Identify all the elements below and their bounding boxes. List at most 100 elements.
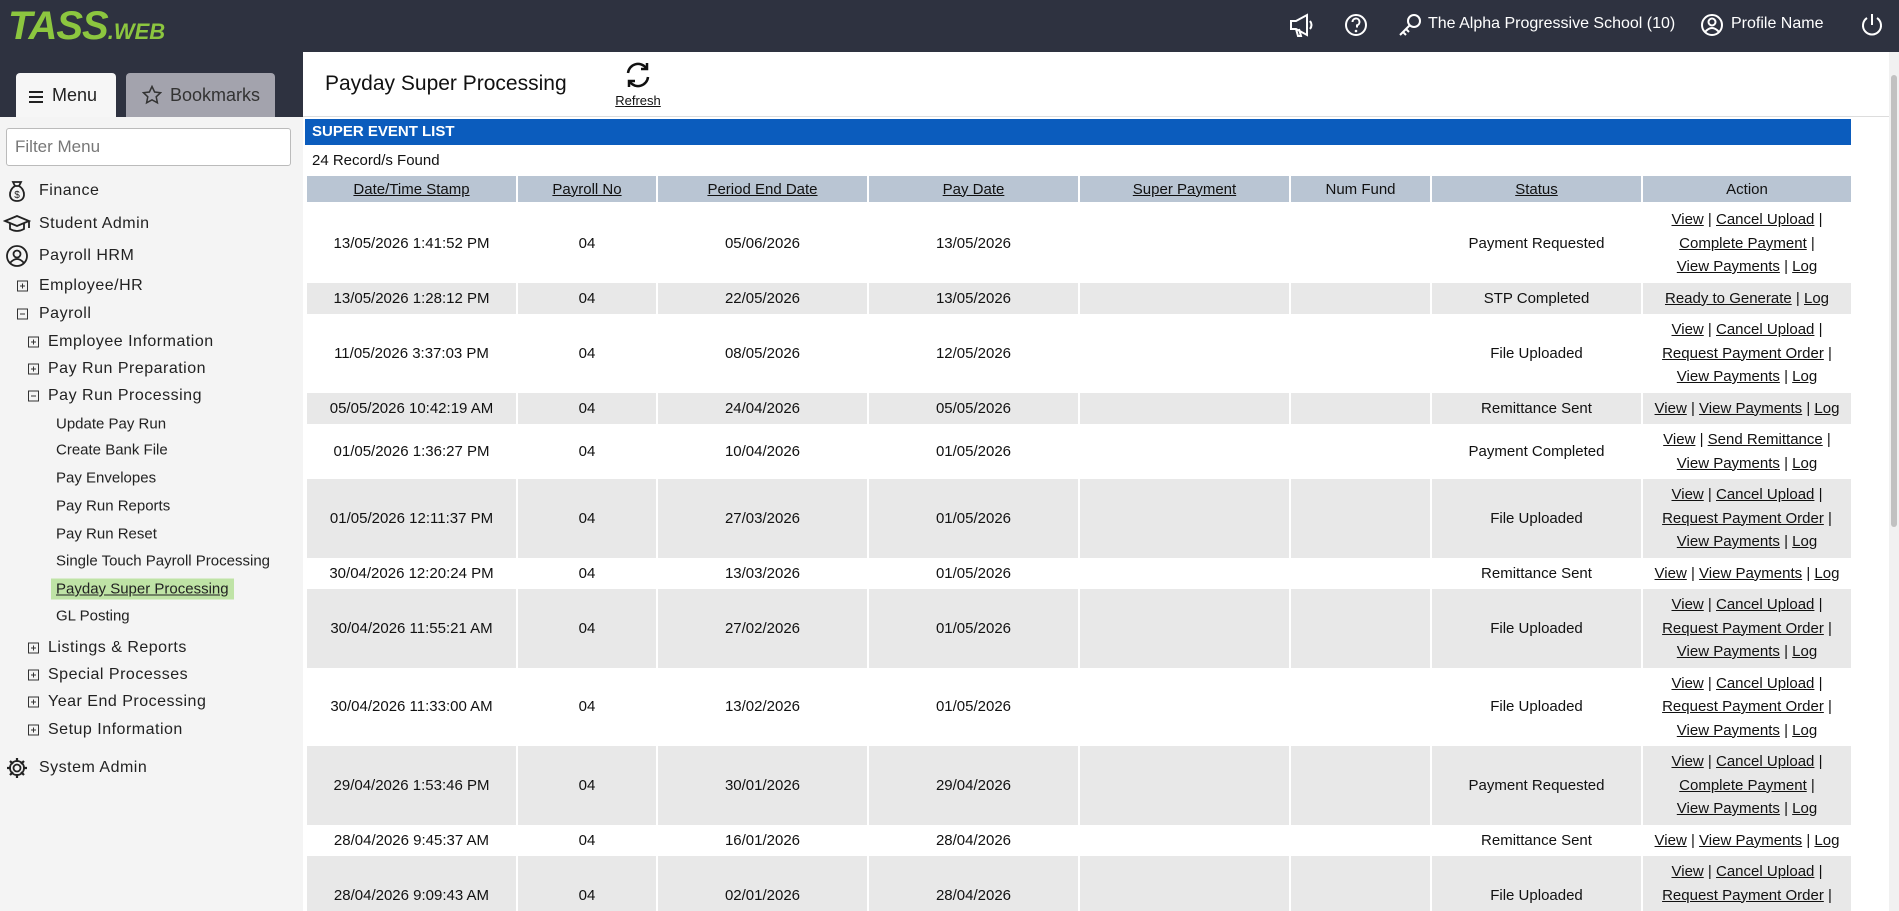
menu-item[interactable]: Year End Processing [48, 693, 207, 710]
action-link[interactable]: Cancel Upload [1716, 596, 1815, 613]
action-link[interactable]: Log [1792, 800, 1818, 817]
action-link[interactable]: Log [1792, 368, 1818, 385]
action-link[interactable]: Log [1792, 258, 1818, 275]
action-link[interactable]: View [1671, 863, 1704, 880]
menu-item[interactable]: System Admin [39, 759, 148, 776]
help-icon[interactable] [1343, 12, 1369, 38]
action-link[interactable]: Log [1814, 831, 1840, 849]
action-link[interactable]: View [1654, 564, 1687, 582]
menu-link-active[interactable]: Payday Super Processing [51, 578, 234, 600]
expand-box[interactable] [17, 280, 28, 292]
menu-item[interactable]: Pay Run Preparation [48, 360, 207, 377]
column-header[interactable]: Payroll No [516, 176, 658, 204]
menu-item[interactable]: Setup Information [48, 721, 183, 738]
action-link[interactable]: Cancel Upload [1716, 674, 1815, 692]
action-link[interactable]: Complete Payment [1679, 776, 1807, 794]
filter-menu[interactable] [6, 128, 291, 166]
action-item: Cancel Upload | [1716, 596, 1822, 613]
action-link[interactable]: Send Remittance [1707, 431, 1823, 448]
expand-box[interactable] [28, 669, 39, 681]
action-link[interactable]: Request Payment Order [1662, 698, 1824, 715]
action-link[interactable]: View Payments [1676, 643, 1780, 660]
action-link[interactable]: View [1671, 321, 1704, 338]
action-link[interactable]: Request Payment Order [1662, 619, 1824, 637]
action-link[interactable]: View [1663, 431, 1696, 448]
action-link[interactable]: Cancel Upload [1716, 863, 1815, 880]
menu-link[interactable]: Pay Envelopes [56, 469, 157, 487]
action-link[interactable]: View Payments [1676, 533, 1780, 550]
column-header[interactable]: Pay Date [867, 176, 1080, 204]
action-link[interactable]: View Payments [1676, 258, 1780, 275]
scrollbar[interactable] [1889, 52, 1899, 911]
action-link[interactable]: View [1671, 211, 1704, 228]
scrollbar-thumb[interactable] [1891, 75, 1897, 527]
refresh-button[interactable]: Refresh [613, 60, 663, 108]
action-link[interactable]: Cancel Upload [1716, 321, 1815, 338]
action-link[interactable]: View [1654, 831, 1687, 849]
menu-link[interactable]: Pay Run Reset [56, 525, 157, 543]
action-link[interactable]: Request Payment Order [1662, 509, 1824, 527]
column-header[interactable]: Super Payment [1078, 176, 1291, 204]
action-link[interactable]: View Payments [1676, 454, 1780, 472]
key-icon[interactable] [1397, 12, 1423, 38]
expand-box[interactable] [28, 696, 39, 708]
action-link[interactable]: Log [1814, 399, 1840, 417]
collapse-box[interactable] [17, 308, 28, 320]
logout-icon[interactable] [1859, 12, 1885, 38]
column-header[interactable]: Status [1430, 176, 1643, 204]
action-link[interactable]: View Payments [1676, 800, 1780, 817]
logo[interactable]: TASS.WEB [8, 4, 165, 49]
collapse-box[interactable] [28, 390, 39, 402]
menu-item[interactable]: Listings & Reports [48, 639, 187, 656]
menu-link[interactable]: Update Pay Run [56, 415, 167, 433]
action-link[interactable]: View [1671, 486, 1704, 503]
action-link[interactable]: Log [1792, 643, 1818, 660]
menu-item[interactable]: Finance [39, 182, 100, 199]
action-link[interactable]: View Payments [1676, 721, 1780, 739]
action-link[interactable]: View [1654, 399, 1687, 417]
action-link[interactable]: Cancel Upload [1716, 486, 1815, 503]
announcements-icon[interactable] [1288, 12, 1316, 38]
action-link[interactable]: View Payments [1699, 564, 1803, 582]
column-header[interactable]: Period End Date [656, 176, 869, 204]
menu-item[interactable]: Pay Run Processing [48, 387, 202, 404]
action-link[interactable]: Log [1792, 533, 1818, 550]
menu-item[interactable]: Payroll [39, 305, 92, 322]
action-link[interactable]: Ready to Generate [1664, 289, 1792, 307]
bookmarks-tab[interactable]: Bookmarks [126, 73, 275, 117]
menu-link[interactable]: Create Bank File [56, 441, 168, 459]
action-link[interactable]: View Payments [1699, 399, 1803, 417]
action-link[interactable]: View [1671, 753, 1704, 770]
action-link[interactable]: View Payments [1699, 831, 1803, 849]
profile-icon[interactable] [1699, 12, 1725, 38]
column-header[interactable]: Date/Time Stamp [305, 176, 518, 204]
menu-link[interactable]: Single Touch Payroll Processing [56, 552, 271, 570]
action-link[interactable]: Log [1792, 454, 1818, 472]
expand-box[interactable] [28, 642, 39, 654]
menu-tab[interactable]: Menu [16, 73, 116, 117]
action-link[interactable]: Log [1814, 564, 1840, 582]
action-item: Log [1792, 533, 1817, 550]
expand-box[interactable] [28, 336, 39, 348]
school-name[interactable]: The Alpha Progressive School (10) [1428, 15, 1676, 32]
menu-link[interactable]: GL Posting [56, 607, 130, 625]
action-link[interactable]: View [1671, 596, 1704, 613]
menu-item[interactable]: Employee/HR [39, 277, 144, 294]
action-link[interactable]: Log [1792, 721, 1818, 739]
menu-item[interactable]: Student Admin [39, 215, 150, 232]
profile-name[interactable]: Profile Name [1731, 15, 1824, 32]
action-link[interactable]: Request Payment Order [1662, 344, 1824, 362]
action-link[interactable]: Log [1803, 289, 1830, 307]
action-link[interactable]: Complete Payment [1679, 234, 1807, 252]
menu-item[interactable]: Payroll HRM [39, 247, 135, 264]
action-link[interactable]: Cancel Upload [1716, 753, 1815, 770]
menu-item[interactable]: Employee Information [48, 333, 214, 350]
action-link[interactable]: View Payments [1676, 368, 1780, 385]
expand-box[interactable] [28, 724, 39, 736]
menu-link[interactable]: Pay Run Reports [56, 497, 171, 515]
expand-box[interactable] [28, 363, 39, 375]
action-link[interactable]: Cancel Upload [1716, 211, 1815, 228]
menu-item[interactable]: Special Processes [48, 666, 189, 683]
action-link[interactable]: Request Payment Order [1662, 886, 1824, 904]
action-link[interactable]: View [1671, 674, 1704, 692]
